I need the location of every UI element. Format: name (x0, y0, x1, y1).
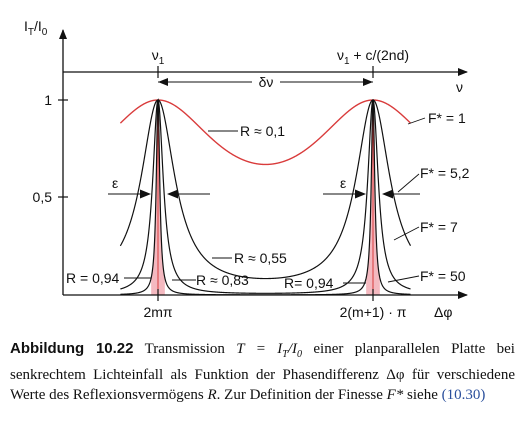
bottom-tick-label-2: 2(m+1) · π (340, 304, 407, 320)
curve-r-0-83 (120, 99, 411, 294)
bottom-axis-label: Δφ (434, 304, 452, 320)
caption-r: R (207, 387, 217, 403)
y-tick-label-1: 1 (44, 92, 52, 108)
series-label-r01: R ≈ 0,1 (240, 123, 285, 139)
caption-text-4: siehe (403, 387, 442, 403)
curves (119, 98, 412, 296)
caption-f: F* (386, 387, 404, 403)
finesse-label-1: F* = 1 (428, 110, 466, 126)
series-label-r094-right: R= 0,94 (284, 275, 334, 291)
caption-text-2: einer planparallelen Platte bei senkrech… (10, 341, 515, 403)
curve-r-0-1 (119, 99, 412, 166)
series-label-r083: R ≈ 0,83 (196, 272, 249, 288)
y-axis-label: IT/I0 (24, 18, 48, 38)
delta-nu-arrow-left (158, 78, 168, 86)
figure-number: Abbildung 10.22 (10, 340, 134, 357)
epsilon-label-left: ε (112, 175, 118, 191)
caption-formula: T = IT/I0 (236, 341, 302, 360)
finesse-label-5.2: F* = 5,2 (420, 165, 470, 181)
top-tick-label-1: ν1 (152, 47, 165, 67)
caption-reference[interactable]: (10.30) (441, 387, 486, 403)
series-label-r094-left: R = 0,94 (66, 270, 120, 286)
top-tick-label-2: ν1 + c/(2nd) (337, 47, 409, 67)
bottom-tick-label-1: 2mπ (143, 304, 172, 320)
delta-nu-label: δν (259, 74, 274, 90)
finesse-label-50: F* = 50 (420, 268, 466, 284)
epsilon-label-right: ε (340, 175, 346, 191)
figure-caption: Abbildung 10.22 Transmission T = IT/I0 e… (10, 339, 515, 405)
series-label-r055: R ≈ 0,55 (234, 250, 287, 266)
finesse-label-7: F* = 7 (420, 219, 458, 235)
top-axis-label: ν (456, 79, 463, 95)
delta-nu-arrow-right (363, 78, 373, 86)
transmission-chart: 1 0,5 IT/I0 ν1 ν1 + c/(2nd) ν 2mπ 2(m+1)… (24, 18, 470, 320)
caption-text-1: Transmission (133, 341, 237, 357)
y-tick-label-0.5: 0,5 (33, 189, 53, 205)
curve-r-0-55 (119, 99, 412, 280)
caption-text-3: . Zur Definition der Finesse (216, 387, 387, 403)
